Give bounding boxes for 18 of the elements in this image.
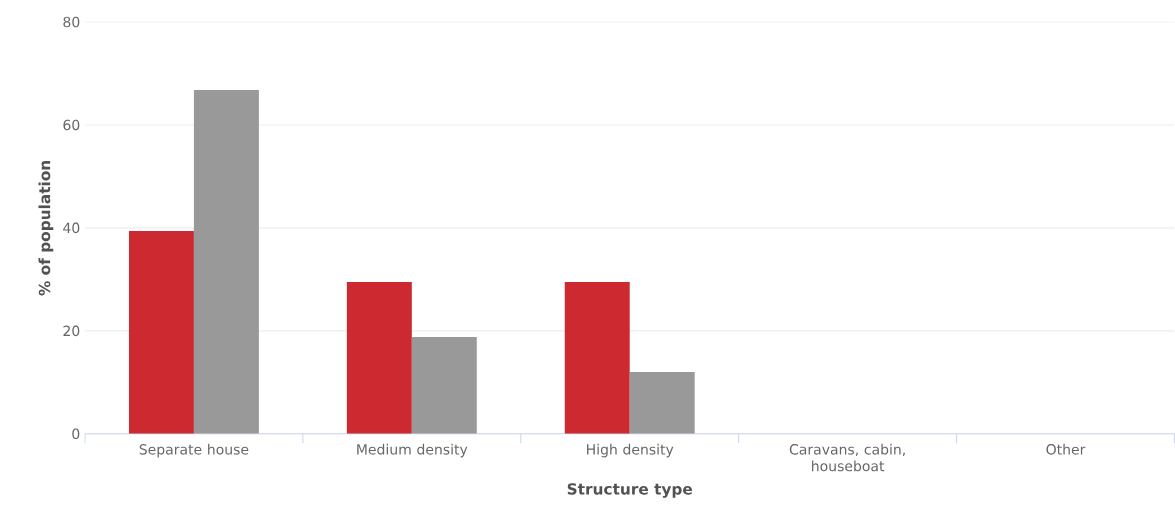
bar (128, 231, 194, 434)
y-axis-title: % of population (38, 161, 54, 296)
y-tick-label: 20 (63, 325, 80, 337)
x-tick-label: Other (1046, 443, 1086, 455)
bar (346, 282, 412, 434)
bar (411, 337, 477, 434)
y-tick-label: 80 (63, 16, 80, 28)
x-axis-title: Structure type (567, 483, 693, 498)
bar (564, 282, 630, 434)
x-tick-label: High density (587, 443, 674, 458)
bar (193, 90, 259, 434)
y-tick-label: 60 (63, 119, 80, 131)
x-tick-label: Caravans, cabin, houseboat (789, 443, 905, 472)
bar (629, 372, 695, 434)
y-tick-label: 40 (63, 222, 80, 234)
x-tick-label: Separate house (139, 443, 249, 458)
y-tick-label: 0 (72, 428, 80, 440)
x-tick-label: Medium density (357, 443, 468, 458)
